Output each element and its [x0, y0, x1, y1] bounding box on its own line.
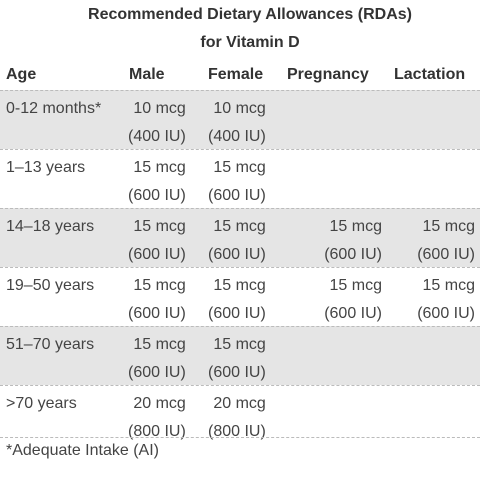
male-cell: 15 mcg (600 IU) — [128, 218, 186, 263]
male-cell: 10 mcg (400 IU) — [128, 100, 186, 145]
table-row: 14–18 years 15 mcg (600 IU) 15 mcg (600 IU… — [0, 208, 480, 267]
table-row: 0-12 months* 10 mcg (400 IU) 10 mcg (400 I… — [0, 90, 480, 149]
female-cell: 15 mcg (600 IU) — [208, 336, 266, 381]
age-cell: 14–18 years — [6, 218, 95, 235]
table-header-row: Age Male Female Pregnancy Lactation — [0, 62, 480, 90]
female-cell: 15 mcg (600 IU) — [208, 159, 266, 204]
male-cell: 15 mcg (600 IU) — [128, 277, 186, 322]
age-cell: 51–70 years — [6, 336, 95, 353]
age-cell: 0-12 months* — [6, 100, 102, 117]
female-cell: 15 mcg (600 IU) — [208, 277, 266, 322]
header-age: Age — [6, 66, 37, 83]
age-cell: >70 years — [6, 395, 77, 412]
male-cell: 15 mcg (600 IU) — [128, 159, 186, 204]
header-male: Male — [129, 66, 165, 83]
lactation-cell: 15 mcg (600 IU) — [417, 218, 475, 263]
table-bottom-divider — [0, 437, 480, 438]
table-subtitle: for Vitamin D — [200, 34, 300, 51]
age-cell: 19–50 years — [6, 277, 95, 294]
male-cell: 15 mcg (600 IU) — [128, 336, 186, 381]
table-title: Recommended Dietary Allowances (RDAs) — [88, 6, 412, 23]
footnote: *Adequate Intake (AI) — [6, 442, 159, 459]
header-lactation: Lactation — [394, 66, 466, 83]
rda-table: Age Male Female Pregnancy Lactation 0-12… — [0, 62, 480, 444]
header-female: Female — [208, 66, 264, 83]
lactation-cell: 15 mcg (600 IU) — [417, 277, 475, 322]
table-row: 51–70 years 15 mcg (600 IU) 15 mcg (600 IU… — [0, 326, 480, 385]
female-cell: 15 mcg (600 IU) — [208, 218, 266, 263]
table-row: >70 years 20 mcg (800 IU) 20 mcg (800 IU) — [0, 385, 480, 444]
age-cell: 1–13 years — [6, 159, 86, 176]
pregnancy-cell: 15 mcg (600 IU) — [324, 277, 382, 322]
pregnancy-cell: 15 mcg (600 IU) — [324, 218, 382, 263]
table-row: 19–50 years 15 mcg (600 IU) 15 mcg (600 IU… — [0, 267, 480, 326]
header-pregnancy: Pregnancy — [287, 66, 369, 83]
female-cell: 10 mcg (400 IU) — [208, 100, 266, 145]
female-cell: 20 mcg (800 IU) — [208, 395, 266, 440]
table-row: 1–13 years 15 mcg (600 IU) 15 mcg (600 IU) — [0, 149, 480, 208]
male-cell: 20 mcg (800 IU) — [128, 395, 186, 440]
